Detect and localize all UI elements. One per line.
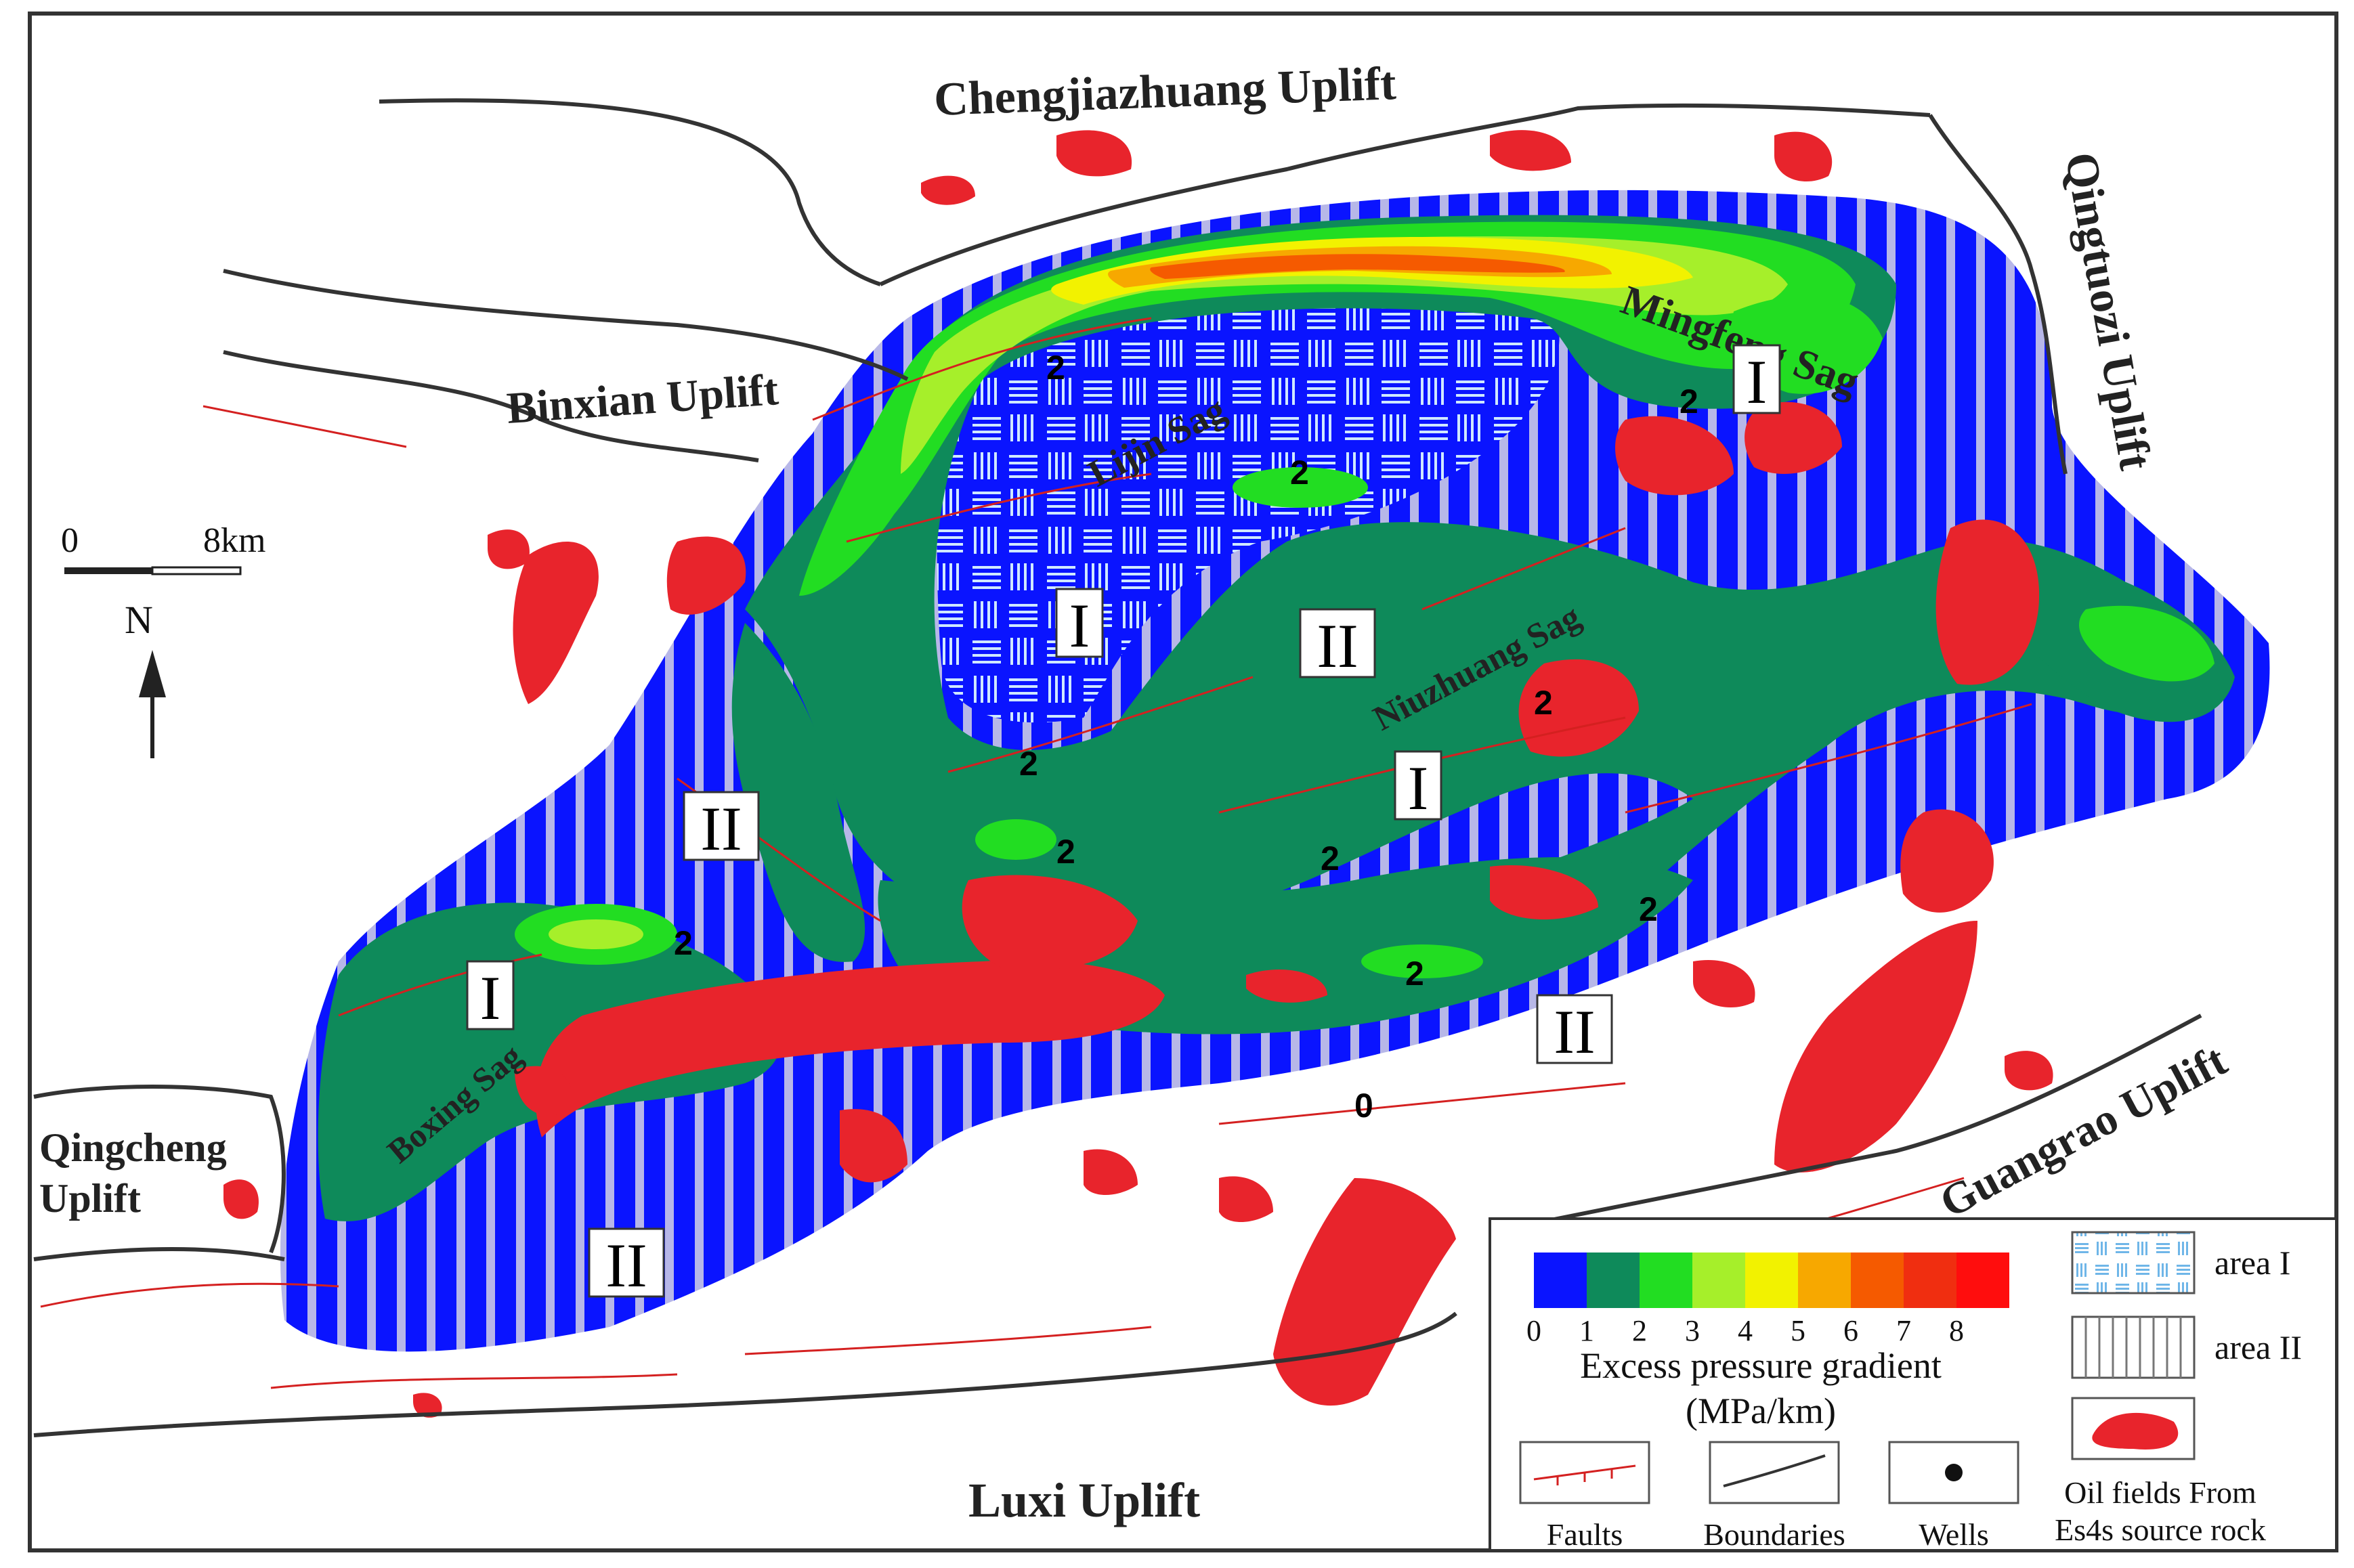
area-marker-i: I — [1394, 750, 1442, 823]
pressure-tick-label: 4 — [1738, 1314, 1753, 1347]
area-marker-i: I — [466, 960, 515, 1032]
area-marker-ii: II — [683, 791, 760, 863]
area-marker-ii: II — [588, 1227, 665, 1300]
svg-text:I: I — [1069, 591, 1090, 660]
scale-bar: 0 8km — [61, 521, 265, 575]
pressure-tick-label: 3 — [1685, 1314, 1700, 1347]
contour-label: 2 — [1679, 383, 1698, 420]
pressure-swatch — [1745, 1253, 1798, 1308]
pressure-unit: (MPa/km) — [1686, 1391, 1836, 1431]
pressure-tick-label: 8 — [1949, 1314, 1964, 1347]
wells-label: Wells — [1919, 1517, 1989, 1552]
pressure-swatch — [1640, 1253, 1692, 1308]
luxi-uplift-label: Luxi Uplift — [968, 1473, 1200, 1527]
contour-label: 2 — [1534, 684, 1553, 722]
contour-label: 2 — [1046, 349, 1065, 387]
svg-text:II: II — [605, 1231, 647, 1300]
pressure-swatch — [1692, 1253, 1745, 1308]
svg-text:II: II — [1554, 997, 1595, 1066]
svg-text:II: II — [700, 794, 742, 863]
contour-label: 2 — [1290, 454, 1309, 492]
contour-label: 2 — [1321, 840, 1340, 877]
legend: 0 1 2 3 4 5 6 7 8 Excess pressure gradient (MPa/… — [1489, 1217, 2338, 1552]
pressure-tick-label: 5 — [1791, 1314, 1805, 1347]
oil-fields — [223, 130, 2053, 1418]
scale-end-label: 8km — [203, 521, 265, 560]
contour-label: 2 — [1019, 745, 1038, 783]
pressure-swatch — [1956, 1253, 2009, 1308]
pressure-swatch — [1587, 1253, 1640, 1308]
pressure-swatch — [1904, 1253, 1956, 1308]
scale-start-label: 0 — [61, 521, 79, 560]
pressure-tick-label: 6 — [1843, 1314, 1858, 1347]
pressure-swatch — [1851, 1253, 1904, 1308]
pressure-swatch — [1798, 1253, 1851, 1308]
area-marker-i: I — [1055, 588, 1104, 660]
svg-text:I: I — [1747, 347, 1768, 416]
boundaries-label: Boundaries — [1703, 1517, 1845, 1552]
area-marker-i: I — [1732, 344, 1781, 416]
contour-label: 2 — [1405, 955, 1424, 993]
area-i-swatch — [2071, 1231, 2196, 1294]
area-marker-ii: II — [1299, 608, 1376, 680]
pressure-color-bar — [1534, 1253, 2009, 1308]
contour-label: 0 — [1354, 1087, 1373, 1125]
area-markers: I I I I II II II II — [466, 344, 1781, 1300]
area-i-label: area I — [2214, 1244, 2290, 1282]
contour-label: 2 — [674, 924, 693, 962]
pressure-tick-label: 0 — [1526, 1314, 1541, 1347]
oil-field-label-1: Oil fields From — [2064, 1475, 2256, 1510]
qingcheng-uplift-label-2: Uplift — [39, 1176, 141, 1221]
contour-label: 2 — [1639, 890, 1658, 928]
pressure-tick-label: 1 — [1579, 1314, 1594, 1347]
high-pressure-zones — [515, 221, 2214, 978]
north-label: N — [125, 598, 153, 642]
pressure-tick-label: 7 — [1896, 1314, 1911, 1347]
pressure-tick-label: 2 — [1632, 1314, 1647, 1347]
area-ii-swatch — [2071, 1315, 2196, 1379]
faults-label: Faults — [1547, 1517, 1623, 1552]
north-arrow: N — [125, 598, 166, 758]
svg-text:II: II — [1317, 611, 1358, 680]
area-ii-label: area II — [2214, 1328, 2302, 1366]
boundary-lines — [33, 98, 2202, 1437]
contour-label: 2 — [1056, 833, 1075, 871]
svg-text:I: I — [1408, 754, 1429, 823]
pressure-swatch — [1534, 1253, 1587, 1308]
area-marker-ii: II — [1536, 994, 1613, 1066]
contour-labels: 2 2 2 2 2 2 2 2 2 2 0 — [674, 349, 1698, 1125]
qingcheng-uplift-label-1: Qingcheng — [39, 1125, 227, 1170]
pressure-title: Excess pressure gradient — [1580, 1345, 1942, 1386]
svg-text:I: I — [480, 963, 501, 1032]
oil-field-label-2: Es4s source rock — [2055, 1512, 2266, 1547]
